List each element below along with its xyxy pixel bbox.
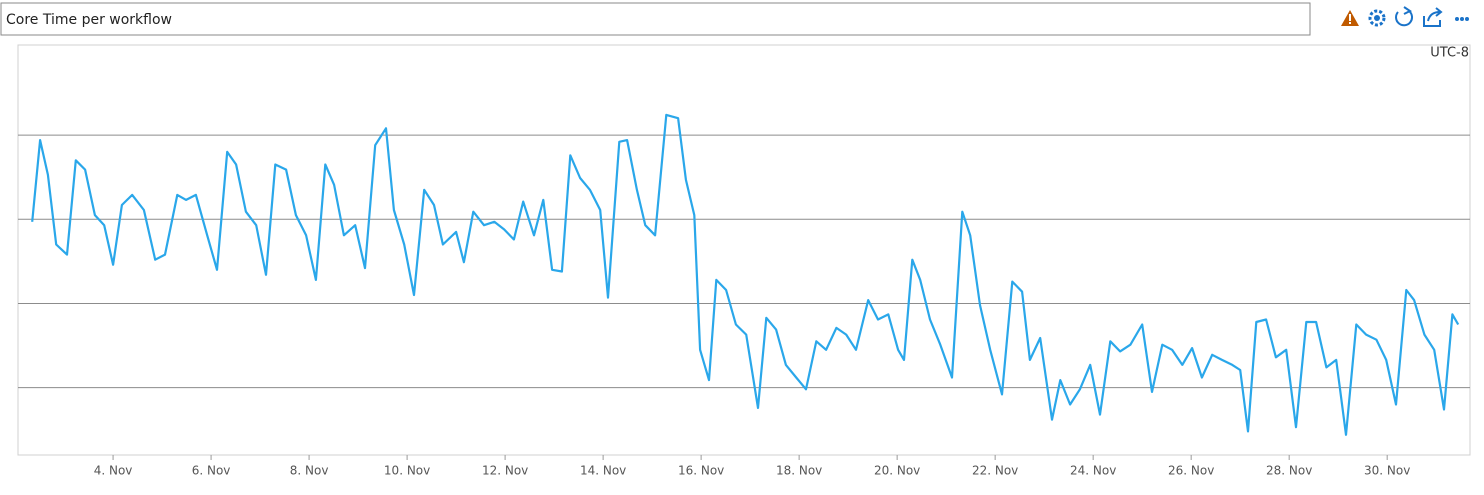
settings-icon[interactable]	[1368, 9, 1386, 27]
refresh-icon[interactable]	[1395, 6, 1414, 27]
data-line	[31, 113, 1460, 436]
timezone-label: UTC-8	[1430, 46, 1469, 61]
x-tick-label: 10. Nov	[384, 464, 430, 478]
x-tick-label: 16. Nov	[678, 464, 724, 478]
widget-title: Core Time per workflow	[6, 12, 172, 28]
x-tick-label: 28. Nov	[1266, 464, 1312, 478]
warning-icon[interactable]	[1341, 10, 1359, 26]
x-tick-label: 26. Nov	[1168, 464, 1214, 478]
x-tick-label: 14. Nov	[580, 464, 626, 478]
x-tick-label: 12. Nov	[482, 464, 528, 478]
share-icon[interactable]	[1423, 7, 1443, 27]
title-box[interactable]	[0, 2, 1311, 36]
x-tick-label: 4. Nov	[94, 464, 133, 478]
x-tick-label: 18. Nov	[776, 464, 822, 478]
plot-frame	[17, 44, 1471, 456]
x-tick-label: 22. Nov	[972, 464, 1018, 478]
x-tick-label: 24. Nov	[1070, 464, 1116, 478]
x-tick-label: 30. Nov	[1364, 464, 1410, 478]
x-tick-label: 20. Nov	[874, 464, 920, 478]
more-icon[interactable]	[1455, 17, 1469, 21]
x-tick-label: 8. Nov	[290, 464, 329, 478]
x-tick-label: 6. Nov	[192, 464, 231, 478]
